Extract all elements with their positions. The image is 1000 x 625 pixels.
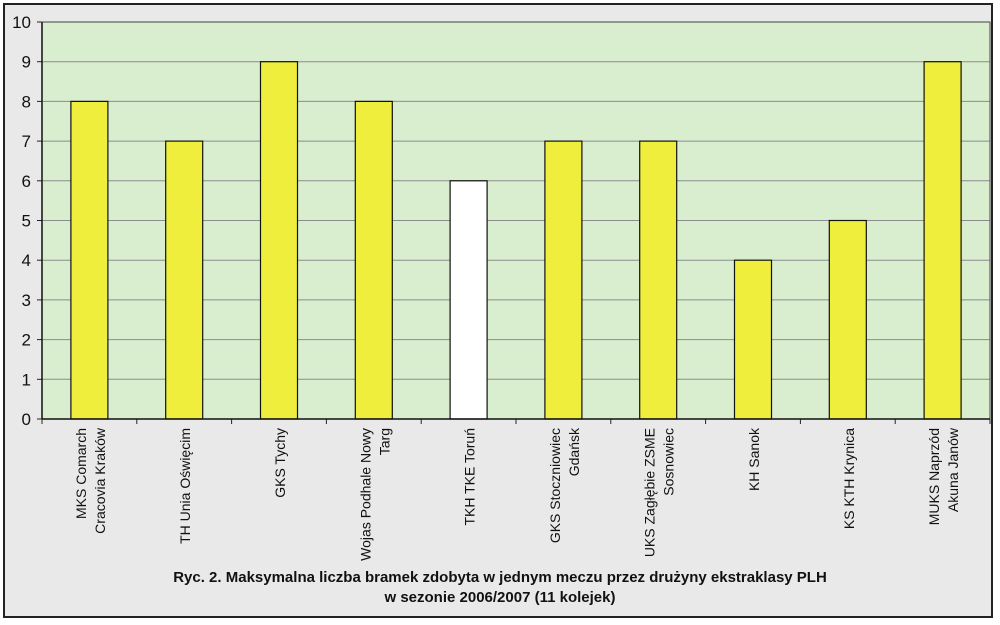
x-tick-label-line: TH Unia Oświęcim xyxy=(177,428,193,544)
x-tick-label-line: Wojas Podhale Nowy xyxy=(357,428,373,561)
bar xyxy=(70,100,109,420)
x-tick-label-line: Sosnowiec xyxy=(661,428,677,496)
y-tick-label: 4 xyxy=(22,251,31,270)
y-tick-labels: 0 1 2 3 4 5 6 7 8 9 10 xyxy=(12,13,31,429)
bars xyxy=(70,61,962,420)
y-tick-label: 1 xyxy=(22,370,31,389)
bar xyxy=(449,180,488,420)
y-tick-label: 8 xyxy=(22,92,31,111)
bar xyxy=(733,259,773,420)
x-tick-label: TH Unia Oświęcim xyxy=(177,428,193,544)
caption-line-1: Ryc. 2. Maksymalna liczba bramek zdobyta… xyxy=(173,569,827,586)
y-tick-label: 9 xyxy=(22,53,31,72)
bar xyxy=(165,140,204,420)
axes xyxy=(37,21,991,424)
x-tick-label: Wojas Podhale Nowy Targ xyxy=(357,428,392,561)
x-tick-label: UKS Zagłębie ZSME Sosnowiec xyxy=(642,428,677,557)
bar xyxy=(354,100,393,420)
x-tick-label: GKS Tychy xyxy=(272,428,288,498)
x-tick-label: MUKS Naprzód Akuna Janów xyxy=(926,427,961,525)
x-tick-label: KH Sanok xyxy=(746,427,762,491)
x-tick-label-line: TKH TKE Toruń xyxy=(462,428,478,526)
y-tick-label: 3 xyxy=(22,291,31,310)
x-tick-label: KS KTH Krynica xyxy=(841,428,857,529)
figure-caption: Ryc. 2. Maksymalna liczba bramek zdobyta… xyxy=(0,568,1000,608)
y-tick-label: 2 xyxy=(22,331,31,350)
x-tick-label-line: UKS Zagłębie ZSME xyxy=(642,428,658,557)
x-tick-label-line: MKS Comarch xyxy=(73,428,89,519)
caption-line-2: w sezonie 2006/2007 (11 kolejek) xyxy=(384,589,616,606)
bar xyxy=(828,219,867,420)
x-tick-label-line: Cracovia Kraków xyxy=(92,427,108,534)
x-tick-label-line: GKS Stoczniowiec xyxy=(547,428,563,543)
y-tick-label: 6 xyxy=(22,172,31,191)
y-tick-label: 5 xyxy=(22,212,31,231)
y-tick-label: 7 xyxy=(22,132,31,151)
y-tick-label: 0 xyxy=(22,410,31,429)
bar xyxy=(923,61,962,420)
x-tick-label-line: KH Sanok xyxy=(746,427,762,491)
x-tick-label-line: Akuna Janów xyxy=(945,427,961,512)
x-tick-label-line: Gdańsk xyxy=(566,427,582,476)
x-tick-label: GKS Stoczniowiec Gdańsk xyxy=(547,427,582,543)
x-tick-label: TKH TKE Toruń xyxy=(462,428,478,526)
bar xyxy=(259,61,299,420)
bar xyxy=(544,140,583,420)
x-tick-label-line: GKS Tychy xyxy=(272,428,288,498)
x-tick-label-line: KS KTH Krynica xyxy=(841,428,857,529)
y-tick-label: 10 xyxy=(12,13,31,32)
x-tick-label-line: MUKS Naprzód xyxy=(926,428,942,525)
x-tick-labels: MKS Comarch Cracovia Kraków TH Unia Oświęc… xyxy=(73,427,961,561)
x-tick-label: MKS Comarch Cracovia Kraków xyxy=(73,427,108,534)
x-tick-label-line: Targ xyxy=(376,428,392,455)
bar xyxy=(639,140,678,420)
